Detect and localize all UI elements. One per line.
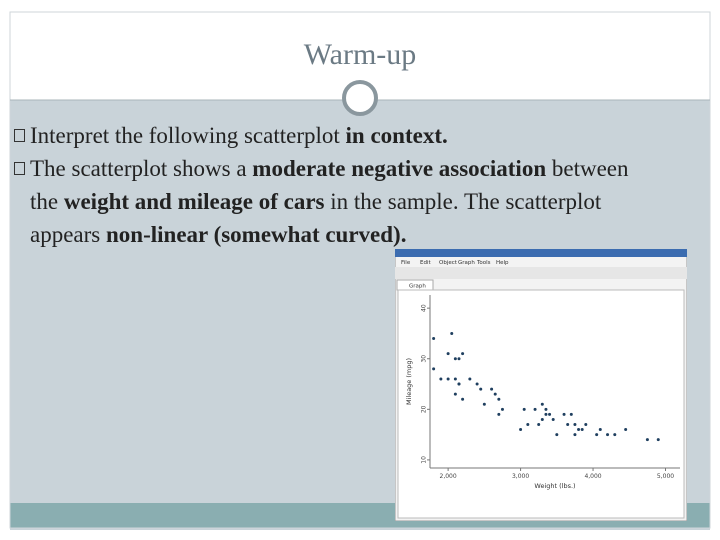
y-tick-label: 40 [421,304,428,312]
x-tick-label: 5,000 [657,473,674,480]
point [580,428,584,432]
point [573,433,577,437]
point [577,428,581,432]
point [497,397,501,401]
menu-item: Graph [458,260,475,266]
title-bar [395,249,687,257]
point [432,367,436,371]
menu-item: File [401,260,411,266]
x-tick-label: 3,000 [512,473,529,480]
slide-title: Warm-up [303,38,417,71]
point [453,377,457,381]
screenshot: File Edit Object Graph Tools HelpGraph1020304… [395,249,687,521]
bullet-marker [14,129,25,142]
point [544,407,548,411]
point [606,433,610,437]
point [453,357,457,361]
point [645,438,649,442]
x-axis-label: Weight (lbs.) [534,482,575,490]
menu-item: Help [496,260,509,266]
bullet: Interpret the following scatterplot in c… [12,119,652,152]
point [562,412,566,416]
point [468,377,472,381]
point [522,407,526,411]
bullet-text: non-linear (somewhat curved). [106,222,407,247]
point [656,438,660,442]
point [533,407,537,411]
y-tick-label: 10 [421,456,428,464]
point [519,428,523,432]
point [595,433,599,437]
point [493,392,497,396]
menu-item: Object [439,260,458,266]
point [573,422,577,426]
bullet-text: between the [30,156,629,214]
bullet: The scatterplot shows a moderate negativ… [12,152,652,251]
point [453,392,457,396]
title-ring [342,80,378,116]
toolbar [395,267,687,279]
y-axis-label: Mileage (mpg) [405,358,413,405]
menu-item: Edit [420,260,431,266]
point [461,397,465,401]
bullet-text: in context. [345,123,448,148]
point [537,422,541,426]
point [548,412,552,416]
tab-label: Graph [409,284,426,290]
point [613,433,617,437]
point [555,433,559,437]
point [500,407,504,411]
x-tick-label: 4,000 [584,473,601,480]
point [475,382,479,386]
point [497,412,501,416]
point [446,352,450,356]
point [598,428,602,432]
y-tick-label: 20 [421,405,428,413]
point [540,417,544,421]
point [432,337,436,341]
point [624,428,628,432]
point [457,357,461,361]
point [540,402,544,406]
point [551,417,555,421]
point [479,387,483,391]
point [450,331,454,335]
point [584,422,588,426]
point [566,422,570,426]
frame [9,11,711,529]
bullet-text: Interpret the following scatterplot [30,123,346,148]
bullet-list: Interpret the following scatterplot in c… [12,119,652,251]
point [569,412,573,416]
bullet-text: The scatterplot shows a [30,156,253,181]
point [461,352,465,356]
bullet-text: moderate negative association [252,156,547,181]
y-tick-label: 30 [421,355,428,363]
point [490,387,494,391]
point [439,377,443,381]
point [446,377,450,381]
bullet-marker [14,162,25,175]
point [482,402,486,406]
point [544,412,548,416]
point [526,422,530,426]
bullet-text: weight and mileage of cars [63,189,325,214]
menu-item: Tools [476,260,491,266]
bullet-text: in the sample. The scatterplot appears [30,189,602,247]
point [457,382,461,386]
x-tick-label: 2,000 [440,473,457,480]
